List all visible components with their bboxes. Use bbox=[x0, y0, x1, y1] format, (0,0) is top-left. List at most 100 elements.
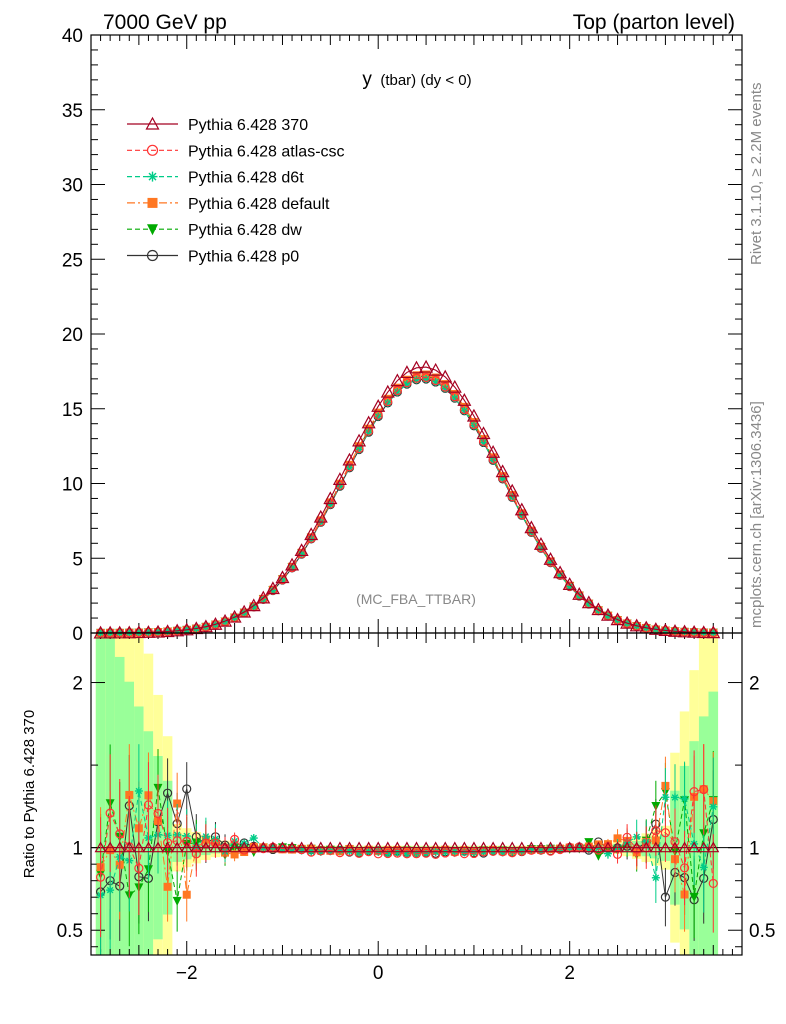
main-point-370 bbox=[658, 623, 673, 637]
ratio-point-370 bbox=[123, 841, 136, 853]
ratio-point-370 bbox=[429, 841, 442, 853]
ratio-point-d6t bbox=[709, 802, 718, 811]
main-point-370 bbox=[218, 613, 233, 627]
main-point-370 bbox=[524, 520, 539, 534]
ratio-point-370 bbox=[113, 841, 126, 853]
main-point-370 bbox=[495, 464, 510, 478]
ratio-point-370 bbox=[592, 841, 605, 853]
main-point-atlas_csc bbox=[392, 385, 402, 396]
ratio-point-370 bbox=[506, 841, 519, 853]
ratio-point-dw bbox=[689, 892, 699, 902]
legend: Pythia 6.428 370 Pythia 6.428 atlas-csc Py… bbox=[127, 116, 345, 266]
plot-title-main: y bbox=[362, 69, 372, 90]
ratio-point-atlas_csc bbox=[421, 848, 431, 858]
ratio-point-370 bbox=[104, 841, 117, 853]
main-point-370 bbox=[620, 615, 635, 629]
main-point-atlas_csc bbox=[421, 372, 431, 383]
ratio-point-atlas_csc bbox=[679, 863, 690, 873]
ratio-point-370 bbox=[649, 841, 662, 853]
ratio-point-370 bbox=[659, 841, 672, 853]
main-point-370 bbox=[151, 624, 166, 638]
ratio-point-370 bbox=[199, 841, 212, 853]
main-point-atlas_csc bbox=[335, 480, 345, 491]
ratio-point-370 bbox=[372, 841, 385, 853]
ratio-point-atlas_csc bbox=[210, 838, 221, 848]
main-point-default bbox=[450, 390, 459, 399]
ratio-point-d6t-stroke bbox=[700, 864, 708, 871]
ratio-point-d6t-stroke bbox=[106, 886, 114, 894]
ratio-point-atlas_csc bbox=[258, 844, 268, 854]
main-point-370 bbox=[409, 360, 424, 374]
ratio-point-atlas_csc bbox=[172, 836, 182, 846]
main-point-370 bbox=[505, 483, 520, 497]
ratio-point-d6t bbox=[670, 793, 679, 802]
rivet-label: Rivet 3.1.10, ≥ 2.2M events bbox=[748, 83, 765, 266]
main-point-370 bbox=[361, 415, 376, 429]
main-point-d6t-stroke bbox=[585, 600, 593, 608]
ratio-point-370 bbox=[142, 841, 155, 853]
ratio-point-d6t-stroke bbox=[355, 849, 363, 856]
ratio-point-dw bbox=[172, 896, 182, 906]
ratio-point-370 bbox=[209, 841, 222, 853]
main-point-370 bbox=[476, 426, 491, 440]
header-left: 7000 GeV pp bbox=[103, 11, 227, 34]
main-point-atlas_csc bbox=[344, 462, 355, 472]
ratio-point-370 bbox=[295, 841, 308, 853]
main-point-d6t-stroke bbox=[566, 583, 573, 590]
ratio-point-370 bbox=[324, 841, 337, 853]
ratio-point-d6t bbox=[661, 793, 670, 802]
ratio-point-370 bbox=[544, 841, 557, 853]
main-point-370 bbox=[696, 625, 711, 639]
main-point-370 bbox=[514, 502, 529, 516]
plot-title-sub: (tbar) (dy < 0) bbox=[380, 72, 471, 89]
ratio-point-atlas_csc bbox=[162, 838, 173, 848]
ratio-point-default bbox=[230, 850, 239, 859]
main-point-default bbox=[402, 375, 411, 384]
ratio-point-atlas_csc bbox=[95, 872, 106, 882]
main-ytick-label: 10 bbox=[62, 475, 83, 496]
ratio-point-370 bbox=[525, 841, 538, 853]
ratio-point-370 bbox=[611, 841, 624, 853]
ratio-point-p0 bbox=[182, 784, 192, 794]
ratio-point-d6t-stroke bbox=[681, 795, 688, 803]
ratio-ylabel: Ratio to Pythia 6.428 370 bbox=[21, 710, 38, 878]
header-right: Top (parton level) bbox=[573, 11, 735, 34]
legend-label-dw: Pythia 6.428 dw bbox=[188, 222, 302, 239]
ratio-point-atlas_csc bbox=[392, 848, 402, 858]
ratio-series-370 bbox=[94, 841, 720, 853]
main-point-370 bbox=[103, 625, 118, 639]
xtick-label: 0 bbox=[373, 963, 384, 984]
main-point-370 bbox=[141, 625, 156, 638]
ratio-point-d6t-stroke bbox=[662, 793, 669, 801]
ratio-point-370 bbox=[477, 841, 490, 853]
ratio-point-d6t bbox=[680, 794, 689, 803]
ratio-ytick-label: 0.5 bbox=[57, 921, 83, 942]
ratio-point-d6t bbox=[106, 886, 115, 895]
ratio-point-370 bbox=[582, 841, 595, 853]
ratio-point-370 bbox=[343, 841, 356, 853]
legend-label-p0: Pythia 6.428 p0 bbox=[188, 249, 299, 266]
main-point-d6t-stroke bbox=[604, 612, 612, 620]
main-point-370 bbox=[246, 598, 261, 612]
ratio-ytick-label: 2 bbox=[72, 674, 83, 695]
ratio-point-d6t bbox=[690, 839, 699, 848]
ratio-frame bbox=[90, 632, 743, 956]
ratio-point-default bbox=[613, 834, 622, 843]
main-point-default bbox=[431, 373, 440, 382]
legend-entry-atlas_csc: Pythia 6.428 atlas-csc bbox=[127, 143, 345, 160]
ratio-point-atlas_csc bbox=[440, 848, 450, 858]
ratio-point-370 bbox=[286, 841, 299, 853]
ratio-point-d6t bbox=[249, 834, 258, 843]
ratio-point-d6t bbox=[699, 863, 708, 872]
main-point-370 bbox=[572, 587, 587, 600]
ratio-point-d6t-stroke bbox=[250, 834, 258, 842]
ratio-point-d6t-stroke bbox=[671, 794, 679, 801]
ratio-point-370 bbox=[151, 841, 165, 853]
main-point-atlas_csc bbox=[402, 378, 412, 388]
main-point-370 bbox=[160, 624, 175, 638]
ratio-point-370 bbox=[439, 841, 452, 853]
ratio-point-370 bbox=[238, 841, 251, 853]
ratio-point-default bbox=[182, 890, 191, 899]
legend-marker-p0 bbox=[146, 249, 159, 262]
main-point-370 bbox=[600, 607, 615, 621]
